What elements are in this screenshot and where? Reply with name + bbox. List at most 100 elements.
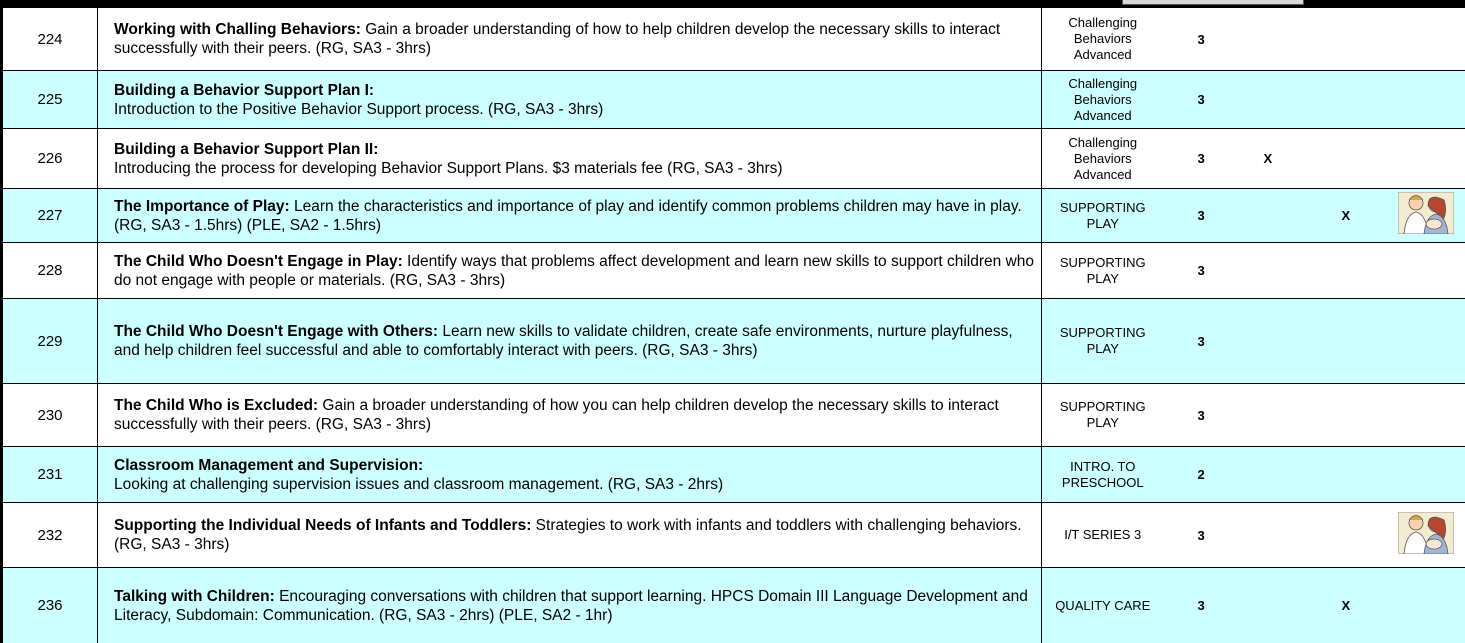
course-number: 229 [0, 298, 98, 384]
course-text: Learn new skills to validate children, c… [114, 323, 1013, 359]
course-number: 226 [0, 128, 98, 189]
category-text: Challenging Behaviors Advanced [1068, 75, 1138, 123]
icon-cell [1386, 128, 1465, 189]
category-text: I/T SERIES 3 [1064, 527, 1142, 542]
top-border [0, 0, 1465, 7]
course-title: Talking with Children: [114, 587, 275, 605]
course-text: Introducing the process for developing B… [114, 159, 783, 177]
course-description: The Child Who Doesn't Engage with Others… [97, 298, 1042, 384]
icon-cell [1386, 7, 1465, 71]
table-row: 229 The Child Who Doesn't Engage with Oth… [0, 298, 1465, 384]
empty-cell [1231, 188, 1302, 243]
course-title: Building a Behavior Support Plan I: [114, 81, 375, 99]
course-description: Working with Challing Behaviors: Gain a … [97, 7, 1042, 71]
empty-cell [1231, 298, 1302, 384]
x-mark: X [1301, 188, 1387, 243]
table-row: 230 The Child Who is Excluded: Gain a bro… [0, 383, 1465, 447]
course-description: The Importance of Play: Learn the charac… [97, 188, 1042, 243]
icon-cell [1386, 383, 1465, 447]
empty-cell [1301, 298, 1387, 384]
empty-cell [1231, 567, 1302, 643]
course-credits: 2 [1163, 446, 1232, 503]
course-category: SUPPORTING PLAY [1041, 383, 1164, 447]
course-title: The Child Who Doesn't Engage in Play: [114, 252, 403, 270]
course-credits: 3 [1163, 502, 1232, 568]
course-title: Working with Challing Behaviors: [114, 21, 361, 38]
course-title: Classroom Management and Supervision: [114, 456, 424, 474]
table-row: 227 The Importance of Play: Learn the cha… [0, 188, 1465, 243]
course-category: SUPPORTING PLAY [1041, 298, 1164, 384]
course-number: 227 [0, 188, 98, 243]
course-number: 236 [0, 567, 98, 643]
course-credits: 3 [1163, 128, 1232, 189]
empty-cell [1231, 502, 1302, 568]
course-text: Strategies to work with infants and todd… [114, 517, 1022, 553]
course-title: The Child Who Doesn't Engage with Others… [114, 323, 439, 340]
clipart-icon [1397, 191, 1455, 235]
course-credits: 3 [1163, 70, 1232, 129]
table-row: 228 The Child Who Doesn't Engage in Play:… [0, 242, 1465, 299]
table-row: 224 Working with Challing Behaviors: Gain… [0, 7, 1465, 71]
category-text: SUPPORTING PLAY [1059, 399, 1146, 430]
course-credits: 3 [1163, 567, 1232, 643]
course-title: The Child Who is Excluded: [114, 397, 319, 414]
icon-cell [1386, 242, 1465, 299]
x-mark: X [1301, 567, 1387, 643]
empty-cell [1301, 7, 1387, 71]
course-text: Encouraging conversations with children … [114, 587, 1028, 624]
category-text: SUPPORTING PLAY [1059, 325, 1146, 356]
table-row: 236 Talking with Children: Encouraging co… [0, 567, 1465, 643]
course-credits: 3 [1163, 242, 1232, 299]
course-category: Challenging Behaviors Advanced [1041, 128, 1164, 189]
category-text: INTRO. TO PRESCHOOL [1061, 458, 1144, 490]
icon-cell [1386, 502, 1465, 568]
course-description: Building a Behavior Support Plan II: Intr… [97, 128, 1042, 189]
course-number: 228 [0, 242, 98, 299]
course-description: Classroom Management and Supervision: Loo… [97, 446, 1042, 503]
course-text: Looking at challenging supervision issue… [114, 475, 724, 493]
empty-cell [1301, 242, 1387, 299]
course-title: Building a Behavior Support Plan II: [114, 140, 379, 158]
icon-cell [1386, 70, 1465, 129]
table-row: 225 Building a Behavior Support Plan I: In… [0, 70, 1465, 129]
course-number: 225 [0, 70, 98, 129]
course-number: 231 [0, 446, 98, 503]
course-category: I/T SERIES 3 [1041, 502, 1164, 568]
course-text: Gain a broader understanding of how to h… [114, 21, 1001, 57]
course-number: 224 [0, 7, 98, 71]
icon-cell [1386, 567, 1465, 643]
course-table: 224 Working with Challing Behaviors: Gain… [0, 7, 1465, 643]
x-mark: X [1231, 128, 1302, 189]
course-category: INTRO. TO PRESCHOOL [1041, 446, 1164, 503]
course-title: The Importance of Play: [114, 197, 290, 215]
category-text: SUPPORTING PLAY [1059, 254, 1146, 286]
course-credits: 3 [1163, 7, 1232, 71]
course-category: QUALITY CARE [1041, 567, 1164, 643]
header-box [1122, 0, 1304, 5]
empty-cell [1231, 7, 1302, 71]
course-text: Introduction to the Positive Behavior Su… [114, 100, 604, 118]
empty-cell [1301, 70, 1387, 129]
category-text: SUPPORTING PLAY [1059, 199, 1146, 231]
course-credits: 3 [1163, 383, 1232, 447]
course-credits: 3 [1163, 298, 1232, 384]
icon-cell [1386, 446, 1465, 503]
course-description: Talking with Children: Encouraging conve… [97, 567, 1042, 643]
course-credits: 3 [1163, 188, 1232, 243]
empty-cell [1301, 502, 1387, 568]
clipart-icon [1397, 511, 1455, 554]
empty-cell [1301, 128, 1387, 189]
course-category: SUPPORTING PLAY [1041, 242, 1164, 299]
course-description: The Child Who Doesn't Engage in Play: Id… [97, 242, 1042, 299]
table-row: 232 Supporting the Individual Needs of In… [0, 502, 1465, 568]
empty-cell [1301, 446, 1387, 503]
table-body: 224 Working with Challing Behaviors: Gain… [0, 7, 1465, 643]
table-row: 231 Classroom Management and Supervision:… [0, 446, 1465, 503]
course-category: Challenging Behaviors Advanced [1041, 7, 1164, 71]
empty-cell [1231, 242, 1302, 299]
course-number: 230 [0, 383, 98, 447]
course-text: Gain a broader understanding of how you … [114, 397, 999, 433]
course-title: Supporting the Individual Needs of Infan… [114, 517, 532, 534]
course-category: Challenging Behaviors Advanced [1041, 70, 1164, 129]
